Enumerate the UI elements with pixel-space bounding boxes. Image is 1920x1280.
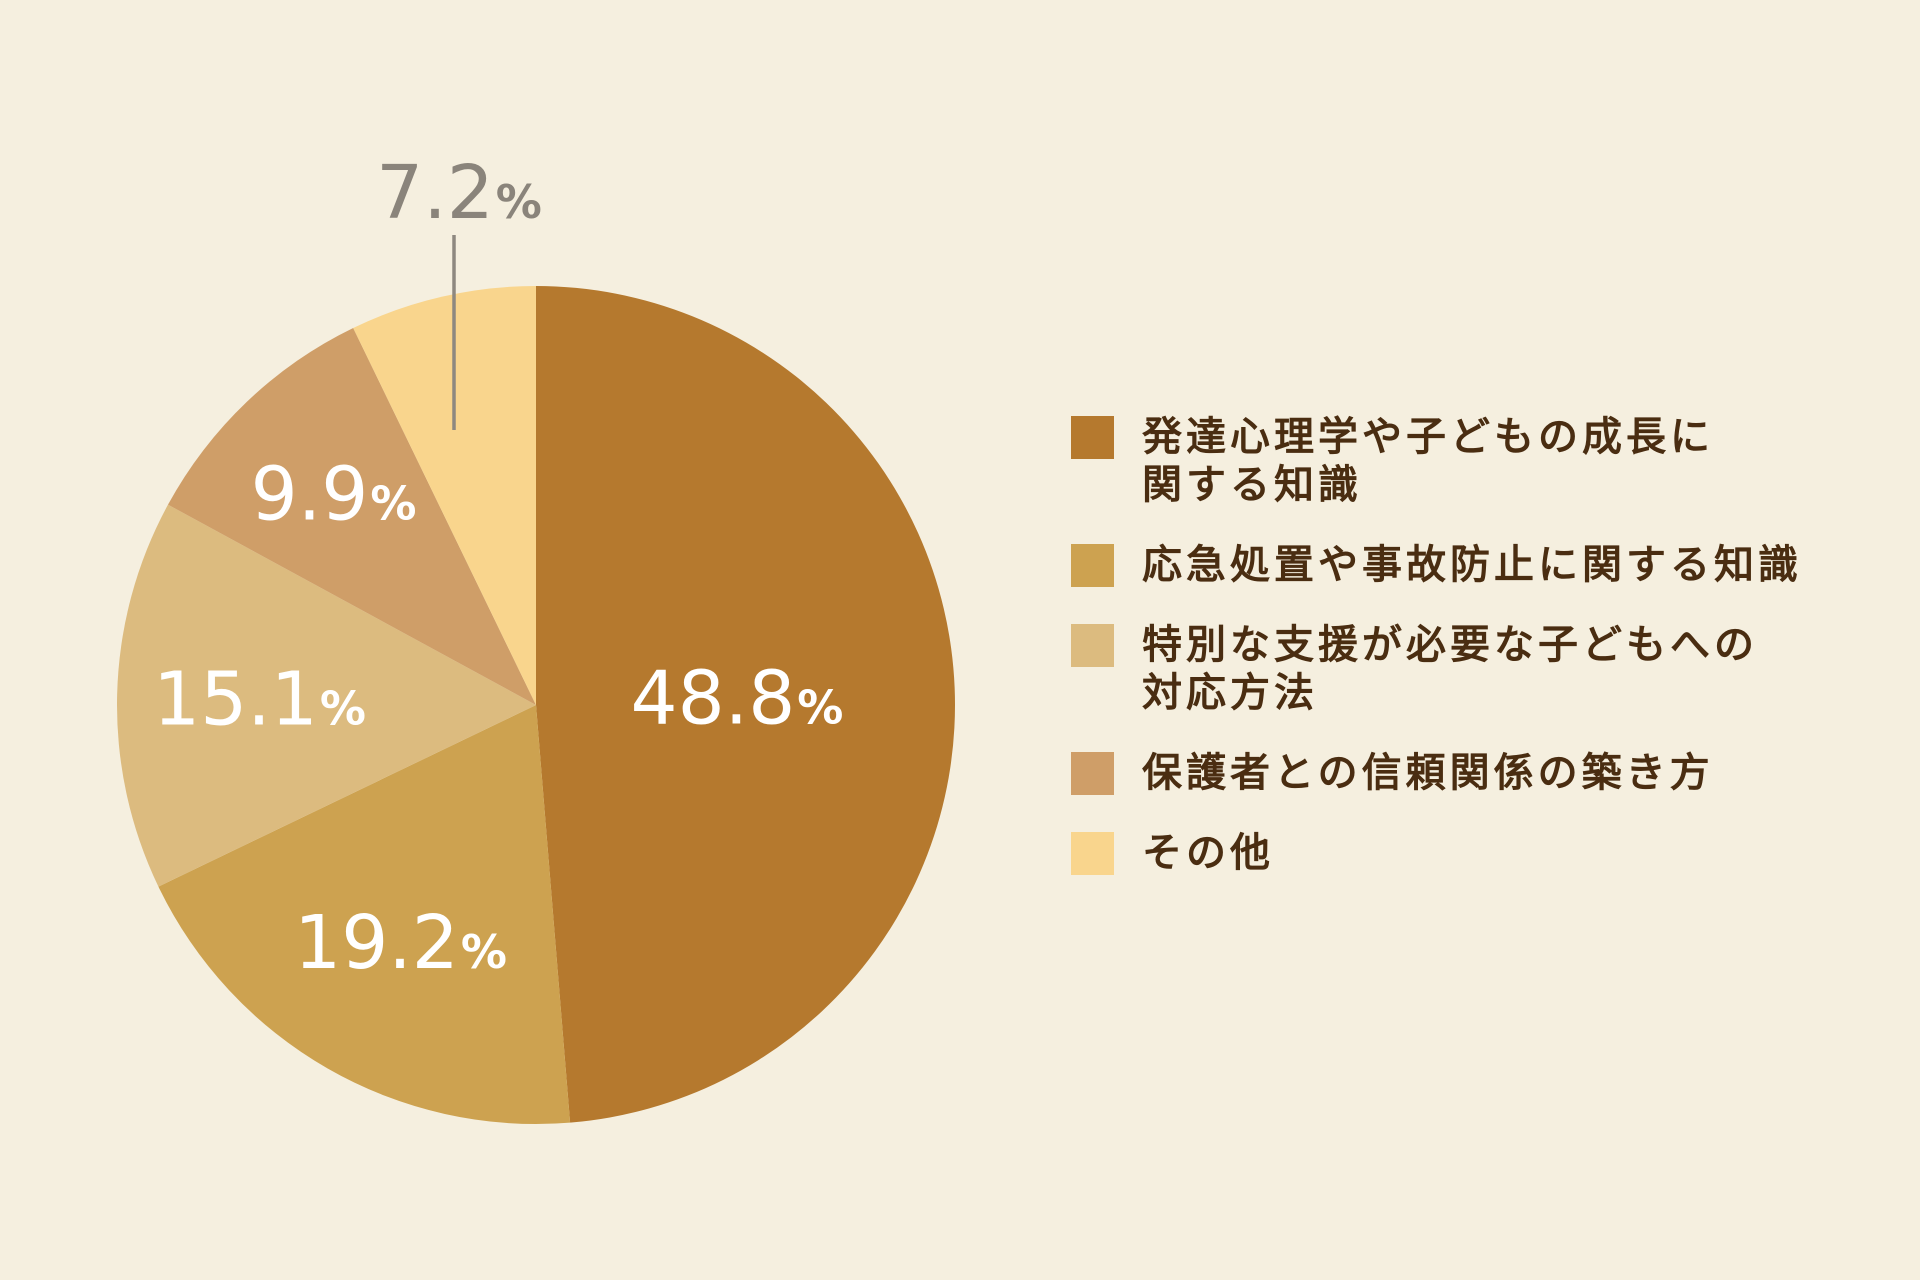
legend-label: その他 xyxy=(1142,830,1274,876)
data-label-unit: % xyxy=(320,682,366,736)
data-label-unit: % xyxy=(370,476,416,530)
data-label-value: 9.9 xyxy=(251,451,369,537)
legend-swatch xyxy=(1071,831,1114,875)
data-labels: 48.8%19.2%15.1%9.9%7.2% xyxy=(153,150,843,986)
pie-slice xyxy=(353,286,536,705)
legend-swatch xyxy=(1071,543,1114,587)
data-label-value: 19.2 xyxy=(294,900,459,986)
pie-slice xyxy=(116,504,536,887)
legend-item: 保護者との信頼関係の築き方 xyxy=(1071,749,1802,797)
legend-label: 保護者との信頼関係の築き方 xyxy=(1142,750,1714,796)
legend-swatch xyxy=(1071,751,1114,795)
pie-slice xyxy=(167,327,536,705)
legend-label: 応急処置や事故防止に関する知識 xyxy=(1142,542,1802,588)
data-label: 7.2% xyxy=(376,150,542,236)
pie-slices xyxy=(116,286,956,1125)
data-label-unit: % xyxy=(797,680,843,734)
legend-label: 発達心理学や子どもの成長に 関する知識 xyxy=(1142,414,1714,508)
data-label-value: 15.1 xyxy=(153,657,318,743)
pie-slice xyxy=(158,705,571,1125)
data-label: 15.1% xyxy=(153,657,366,743)
data-label: 19.2% xyxy=(294,900,507,986)
data-label-value: 7.2 xyxy=(376,150,494,236)
pie-slice xyxy=(536,286,956,1123)
data-label: 9.9% xyxy=(251,451,417,537)
data-label-unit: % xyxy=(496,175,542,229)
legend-swatch xyxy=(1071,415,1114,459)
legend-item: 発達心理学や子どもの成長に 関する知識 xyxy=(1071,413,1802,509)
data-label-value: 48.8 xyxy=(631,655,796,741)
legend-item: その他 xyxy=(1071,829,1802,877)
data-label: 48.8% xyxy=(631,655,844,741)
legend: 発達心理学や子どもの成長に 関する知識 応急処置や事故防止に関する知識 特別な支… xyxy=(1071,413,1802,877)
legend-item: 特別な支援が必要な子どもへの 対応方法 xyxy=(1071,621,1802,717)
legend-item: 応急処置や事故防止に関する知識 xyxy=(1071,541,1802,589)
data-label-unit: % xyxy=(461,925,507,979)
legend-label: 特別な支援が必要な子どもへの 対応方法 xyxy=(1142,622,1758,716)
legend-swatch xyxy=(1071,623,1114,667)
